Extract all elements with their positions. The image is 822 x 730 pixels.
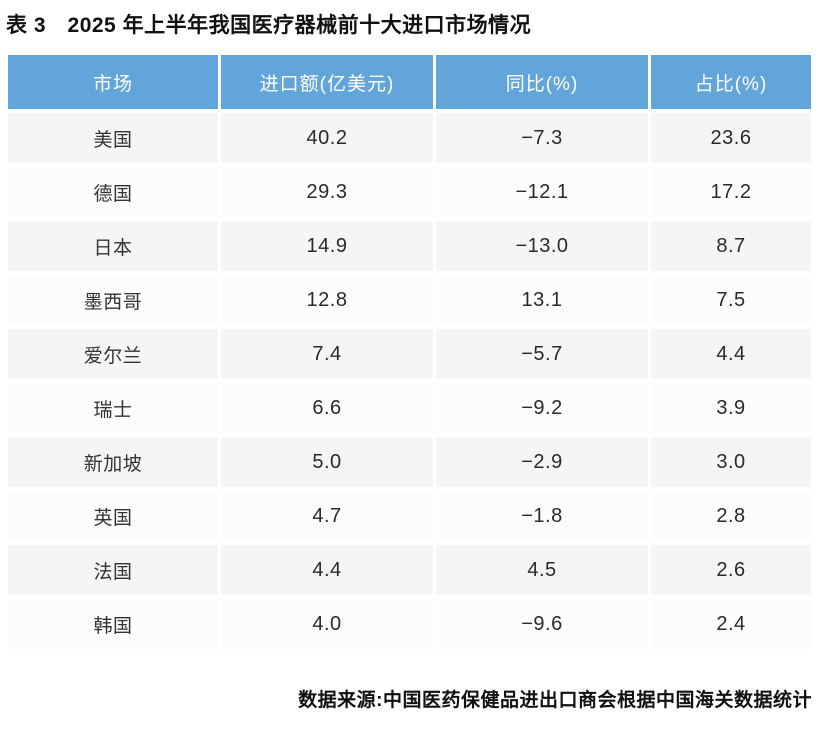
cell-market: 德国	[8, 167, 218, 217]
cell-market: 法国	[8, 545, 218, 595]
cell-import-value: 4.7	[221, 491, 433, 541]
table-row: 英国 4.7 −1.8 2.8	[8, 491, 811, 541]
table-row: 韩国 4.0 −9.6 2.4	[8, 599, 811, 649]
cell-import-value: 12.8	[221, 275, 433, 325]
cell-import-value: 14.9	[221, 221, 433, 271]
cell-yoy: −9.2	[436, 383, 648, 433]
cell-yoy: −1.8	[436, 491, 648, 541]
cell-share: 3.9	[651, 383, 811, 433]
cell-yoy: −5.7	[436, 329, 648, 379]
cell-import-value: 6.6	[221, 383, 433, 433]
cell-market: 日本	[8, 221, 218, 271]
table-row: 美国 40.2 −7.3 23.6	[8, 113, 811, 163]
cell-yoy: 13.1	[436, 275, 648, 325]
cell-import-value: 40.2	[221, 113, 433, 163]
table-row: 日本 14.9 −13.0 8.7	[8, 221, 811, 271]
cell-market: 韩国	[8, 599, 218, 649]
cell-import-value: 4.4	[221, 545, 433, 595]
cell-market: 瑞士	[8, 383, 218, 433]
table-row: 墨西哥 12.8 13.1 7.5	[8, 275, 811, 325]
cell-import-value: 7.4	[221, 329, 433, 379]
page: 表 3 2025 年上半年我国医疗器械前十大进口市场情况 市场 进口额(亿美元)…	[0, 11, 822, 730]
cell-yoy: 4.5	[436, 545, 648, 595]
table-row: 爱尔兰 7.4 −5.7 4.4	[8, 329, 811, 379]
cell-share: 8.7	[651, 221, 811, 271]
cell-share: 3.0	[651, 437, 811, 487]
cell-share: 17.2	[651, 167, 811, 217]
cell-yoy: −2.9	[436, 437, 648, 487]
header-cell-share: 占比(%)	[651, 55, 811, 109]
cell-market: 美国	[8, 113, 218, 163]
cell-share: 2.6	[651, 545, 811, 595]
cell-share: 7.5	[651, 275, 811, 325]
table-title: 表 3 2025 年上半年我国医疗器械前十大进口市场情况	[6, 14, 532, 37]
cell-yoy: −13.0	[436, 221, 648, 271]
header-cell-import-value: 进口额(亿美元)	[221, 55, 433, 109]
import-markets-table: 市场 进口额(亿美元) 同比(%) 占比(%) 美国 40.2 −7.3 23.…	[5, 51, 814, 653]
cell-yoy: −7.3	[436, 113, 648, 163]
cell-import-value: 5.0	[221, 437, 433, 487]
cell-market: 墨西哥	[8, 275, 218, 325]
cell-share: 2.8	[651, 491, 811, 541]
table-row: 德国 29.3 −12.1 17.2	[8, 167, 811, 217]
cell-yoy: −12.1	[436, 167, 648, 217]
header-row: 市场 进口额(亿美元) 同比(%) 占比(%)	[8, 55, 811, 109]
table-row: 法国 4.4 4.5 2.6	[8, 545, 811, 595]
cell-share: 2.4	[651, 599, 811, 649]
cell-market: 英国	[8, 491, 218, 541]
header-cell-yoy: 同比(%)	[436, 55, 648, 109]
header-cell-market: 市场	[8, 55, 218, 109]
data-source-note: 数据来源:中国医药保健品进出口商会根据中国海关数据统计	[298, 690, 812, 711]
cell-import-value: 29.3	[221, 167, 433, 217]
cell-market: 新加坡	[8, 437, 218, 487]
cell-yoy: −9.6	[436, 599, 648, 649]
table-row: 新加坡 5.0 −2.9 3.0	[8, 437, 811, 487]
cell-market: 爱尔兰	[8, 329, 218, 379]
cell-share: 23.6	[651, 113, 811, 163]
cell-share: 4.4	[651, 329, 811, 379]
cell-import-value: 4.0	[221, 599, 433, 649]
table-row: 瑞士 6.6 −9.2 3.9	[8, 383, 811, 433]
